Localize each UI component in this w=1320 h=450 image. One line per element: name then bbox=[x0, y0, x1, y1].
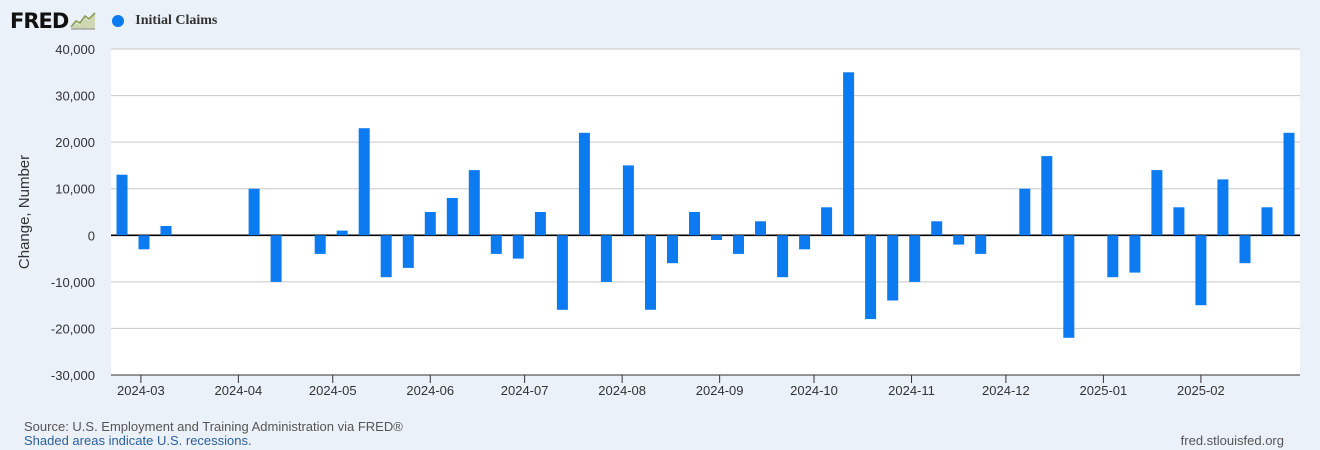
bar[interactable] bbox=[799, 235, 811, 250]
x-tick-label: 2024-09 bbox=[696, 383, 744, 398]
x-axis-ticks: 2024-03 2024-04 2024-05 2024-06 2024-07 2024-… bbox=[111, 374, 1300, 398]
bar[interactable] bbox=[424, 212, 436, 236]
bar[interactable] bbox=[314, 235, 326, 254]
bar[interactable] bbox=[490, 235, 502, 254]
x-tick-label: 2024-04 bbox=[215, 383, 263, 398]
bar[interactable] bbox=[1261, 207, 1273, 236]
y-tick-label: 40,000 bbox=[55, 42, 95, 57]
bar[interactable] bbox=[622, 165, 634, 236]
bar[interactable] bbox=[578, 132, 590, 236]
x-tick-label: 2024-07 bbox=[501, 383, 549, 398]
bar[interactable] bbox=[777, 235, 789, 278]
bar[interactable] bbox=[138, 235, 150, 250]
bar[interactable] bbox=[1173, 207, 1185, 236]
y-axis-ticks: 40,000 30,000 20,000 10,000 0 -10,000 -20,000 -… bbox=[51, 42, 95, 383]
bar[interactable] bbox=[1063, 235, 1075, 338]
bar[interactable] bbox=[336, 230, 348, 236]
bar[interactable] bbox=[1195, 235, 1207, 306]
y-tick-label: 30,000 bbox=[55, 89, 95, 104]
y-tick-label: -30,000 bbox=[51, 368, 95, 383]
bar[interactable] bbox=[1019, 188, 1031, 236]
bar[interactable] bbox=[248, 188, 260, 236]
x-tick-label: 2024-03 bbox=[117, 383, 165, 398]
bar[interactable] bbox=[953, 235, 965, 245]
fred-logo-text: FRED bbox=[10, 8, 69, 33]
bar[interactable] bbox=[556, 235, 568, 310]
bar[interactable] bbox=[975, 235, 987, 254]
bar[interactable] bbox=[402, 235, 414, 268]
bar[interactable] bbox=[645, 235, 656, 310]
x-tick-label: 2025-01 bbox=[1080, 383, 1128, 398]
y-tick-label: -10,000 bbox=[51, 275, 95, 290]
bar[interactable] bbox=[1239, 235, 1251, 264]
bar[interactable] bbox=[116, 174, 128, 236]
x-tick-label: 2024-08 bbox=[598, 383, 646, 398]
legend-marker-icon bbox=[112, 15, 125, 27]
legend-label: Initial Claims bbox=[135, 13, 218, 28]
y-axis-label: Change, Number bbox=[16, 155, 33, 269]
bar[interactable] bbox=[909, 235, 921, 282]
chart-legend: Initial Claims bbox=[112, 13, 217, 29]
bar[interactable] bbox=[358, 128, 370, 236]
bar[interactable] bbox=[755, 221, 766, 236]
y-tick-label: -20,000 bbox=[51, 321, 95, 336]
bar[interactable] bbox=[689, 212, 700, 236]
bar[interactable] bbox=[1107, 235, 1119, 278]
bar[interactable] bbox=[512, 235, 524, 259]
bar[interactable] bbox=[711, 235, 722, 240]
x-tick-label: 2024-10 bbox=[790, 383, 838, 398]
bar[interactable] bbox=[733, 235, 744, 254]
plot-area bbox=[111, 49, 1300, 375]
bar[interactable] bbox=[1151, 170, 1163, 236]
fred-logo[interactable]: FRED bbox=[10, 8, 97, 33]
chart-header: FRED Initial Claims bbox=[10, 8, 217, 34]
bar[interactable] bbox=[1129, 235, 1141, 273]
y-tick-label: 10,000 bbox=[55, 182, 95, 197]
y-tick-label: 0 bbox=[88, 228, 95, 243]
recession-note[interactable]: Shaded areas indicate U.S. recessions. bbox=[24, 433, 252, 448]
line-graph-icon bbox=[70, 12, 97, 30]
x-tick-label: 2024-05 bbox=[309, 383, 357, 398]
y-tick-label: 20,000 bbox=[55, 135, 95, 150]
bar[interactable] bbox=[667, 235, 678, 264]
x-tick-label: 2024-06 bbox=[406, 383, 454, 398]
x-tick-label: 2024-12 bbox=[982, 383, 1030, 398]
x-tick-label: 2024-11 bbox=[888, 383, 935, 398]
site-link[interactable]: fred.stlouisfed.org bbox=[1180, 433, 1284, 448]
bar[interactable] bbox=[821, 207, 833, 236]
bar[interactable] bbox=[270, 235, 282, 282]
bar[interactable] bbox=[931, 221, 943, 236]
bars bbox=[116, 72, 1295, 338]
bar[interactable] bbox=[446, 198, 458, 236]
bar[interactable] bbox=[1217, 179, 1229, 236]
bar[interactable] bbox=[600, 235, 612, 282]
source-note: Source: U.S. Employment and Training Adm… bbox=[24, 419, 403, 434]
bar[interactable] bbox=[160, 226, 172, 236]
bar-chart: 40,000 30,000 20,000 10,000 0 -10,000 -20,000 -… bbox=[16, 42, 1300, 398]
bar[interactable] bbox=[468, 170, 480, 236]
bar[interactable] bbox=[534, 212, 546, 236]
bar[interactable] bbox=[843, 72, 855, 236]
bar[interactable] bbox=[1283, 132, 1295, 236]
x-tick-label: 2025-02 bbox=[1177, 383, 1225, 398]
bar[interactable] bbox=[380, 235, 392, 278]
bar[interactable] bbox=[865, 235, 877, 320]
bar[interactable] bbox=[887, 235, 899, 301]
bar[interactable] bbox=[1041, 156, 1053, 236]
